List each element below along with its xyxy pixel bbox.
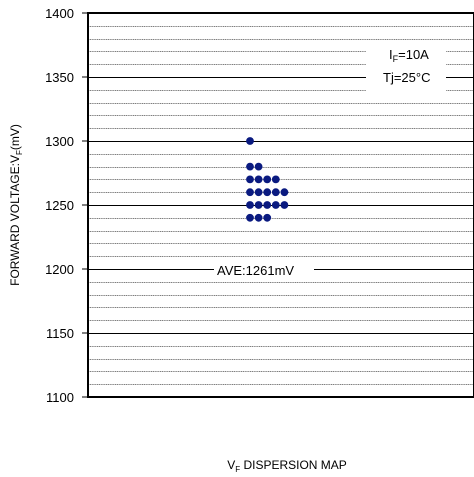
data-point bbox=[271, 175, 280, 184]
conditions-annotation: IF=10A Tj=25°C bbox=[366, 40, 446, 98]
y-tick-label: 1250 bbox=[45, 198, 74, 213]
data-point bbox=[271, 201, 280, 209]
data-point bbox=[263, 175, 272, 184]
y-tick-label: 1100 bbox=[46, 390, 74, 405]
data-point bbox=[246, 201, 254, 209]
data-point bbox=[263, 201, 272, 209]
x-axis-label: VF DISPERSION MAP bbox=[227, 458, 347, 474]
y-tick-label: 1300 bbox=[45, 134, 74, 149]
data-point bbox=[254, 175, 263, 184]
data-point bbox=[246, 175, 254, 184]
y-tick-label: 1150 bbox=[46, 326, 74, 341]
data-point bbox=[263, 188, 272, 197]
data-point bbox=[246, 137, 254, 145]
y-tick-label: 1350 bbox=[45, 70, 74, 85]
data-point bbox=[246, 162, 254, 171]
data-point bbox=[280, 188, 289, 197]
data-point bbox=[254, 213, 263, 222]
condition-temperature: Tj=25°C bbox=[383, 70, 430, 85]
gridlines bbox=[88, 26, 474, 385]
data-point bbox=[271, 188, 280, 197]
average-label: AVE:1261mV bbox=[217, 263, 294, 278]
data-points bbox=[246, 137, 289, 222]
y-tick-label: 1400 bbox=[45, 6, 74, 21]
condition-current: IF=10A bbox=[389, 47, 429, 64]
data-point bbox=[246, 188, 254, 197]
average-annotation: AVE:1261mV bbox=[214, 261, 314, 279]
data-point bbox=[280, 201, 289, 209]
y-tick-label: 1200 bbox=[45, 262, 74, 277]
y-axis-ticks: 1400 1350 1300 1250 1200 1150 1100 bbox=[45, 6, 88, 405]
data-point bbox=[246, 213, 254, 222]
data-point bbox=[263, 213, 272, 222]
data-point bbox=[254, 162, 263, 171]
y-axis-label: FORWARD VOLTAGE:VF(mV) bbox=[8, 124, 24, 286]
data-point bbox=[254, 188, 263, 197]
data-point bbox=[254, 201, 263, 209]
